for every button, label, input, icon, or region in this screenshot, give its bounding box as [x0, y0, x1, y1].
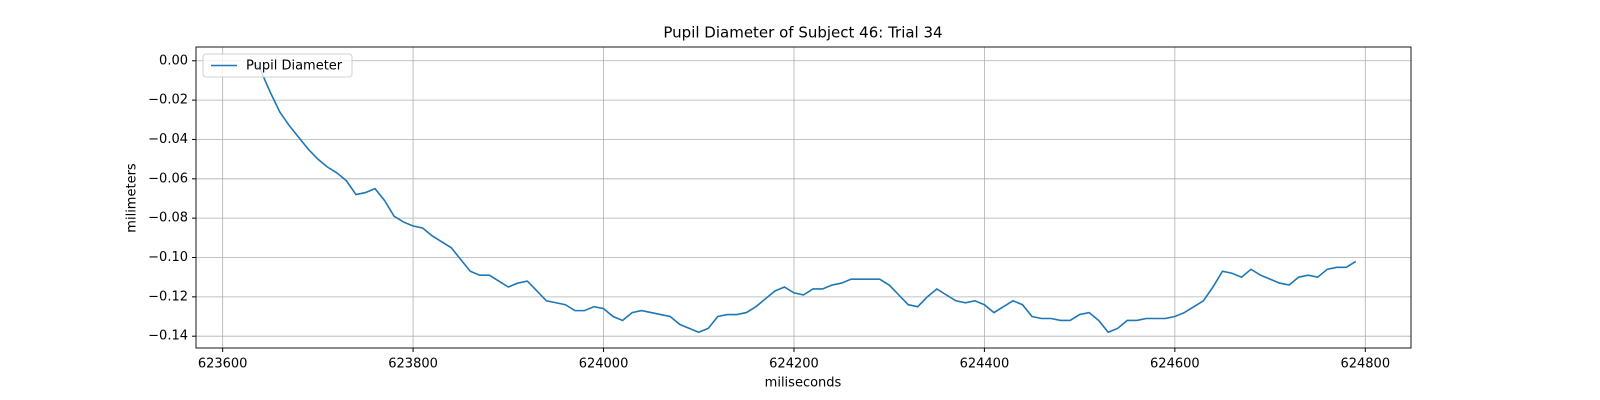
y-tick-label: −0.04 [148, 132, 188, 147]
y-tick-label: −0.02 [148, 93, 188, 108]
x-tick-label: 623600 [198, 357, 248, 372]
y-tick-label: 0.00 [159, 53, 188, 68]
y-tick-label: −0.12 [148, 289, 188, 304]
y-axis-label: milimeters [125, 163, 140, 233]
data-line [250, 60, 1357, 334]
chart-title: Pupil Diameter of Subject 46: Trial 34 [663, 24, 942, 42]
x-tick-label: 624200 [769, 357, 819, 372]
legend-box [202, 53, 353, 78]
y-tick-label: −0.08 [148, 211, 188, 226]
y-tick-label: −0.14 [148, 329, 188, 344]
x-tick-label: 624000 [579, 357, 629, 372]
y-tick-label: −0.10 [148, 250, 188, 265]
x-tick-label: 623800 [388, 357, 438, 372]
x-tick-label: 624600 [1150, 357, 1200, 372]
y-tick-label: −0.06 [148, 171, 188, 186]
x-tick-label: 624400 [960, 357, 1010, 372]
legend-label: Pupil Diameter [246, 59, 343, 74]
x-tick-label: 624800 [1340, 357, 1390, 372]
x-axis-label: miliseconds [765, 376, 842, 391]
plot-frame [195, 46, 1412, 349]
